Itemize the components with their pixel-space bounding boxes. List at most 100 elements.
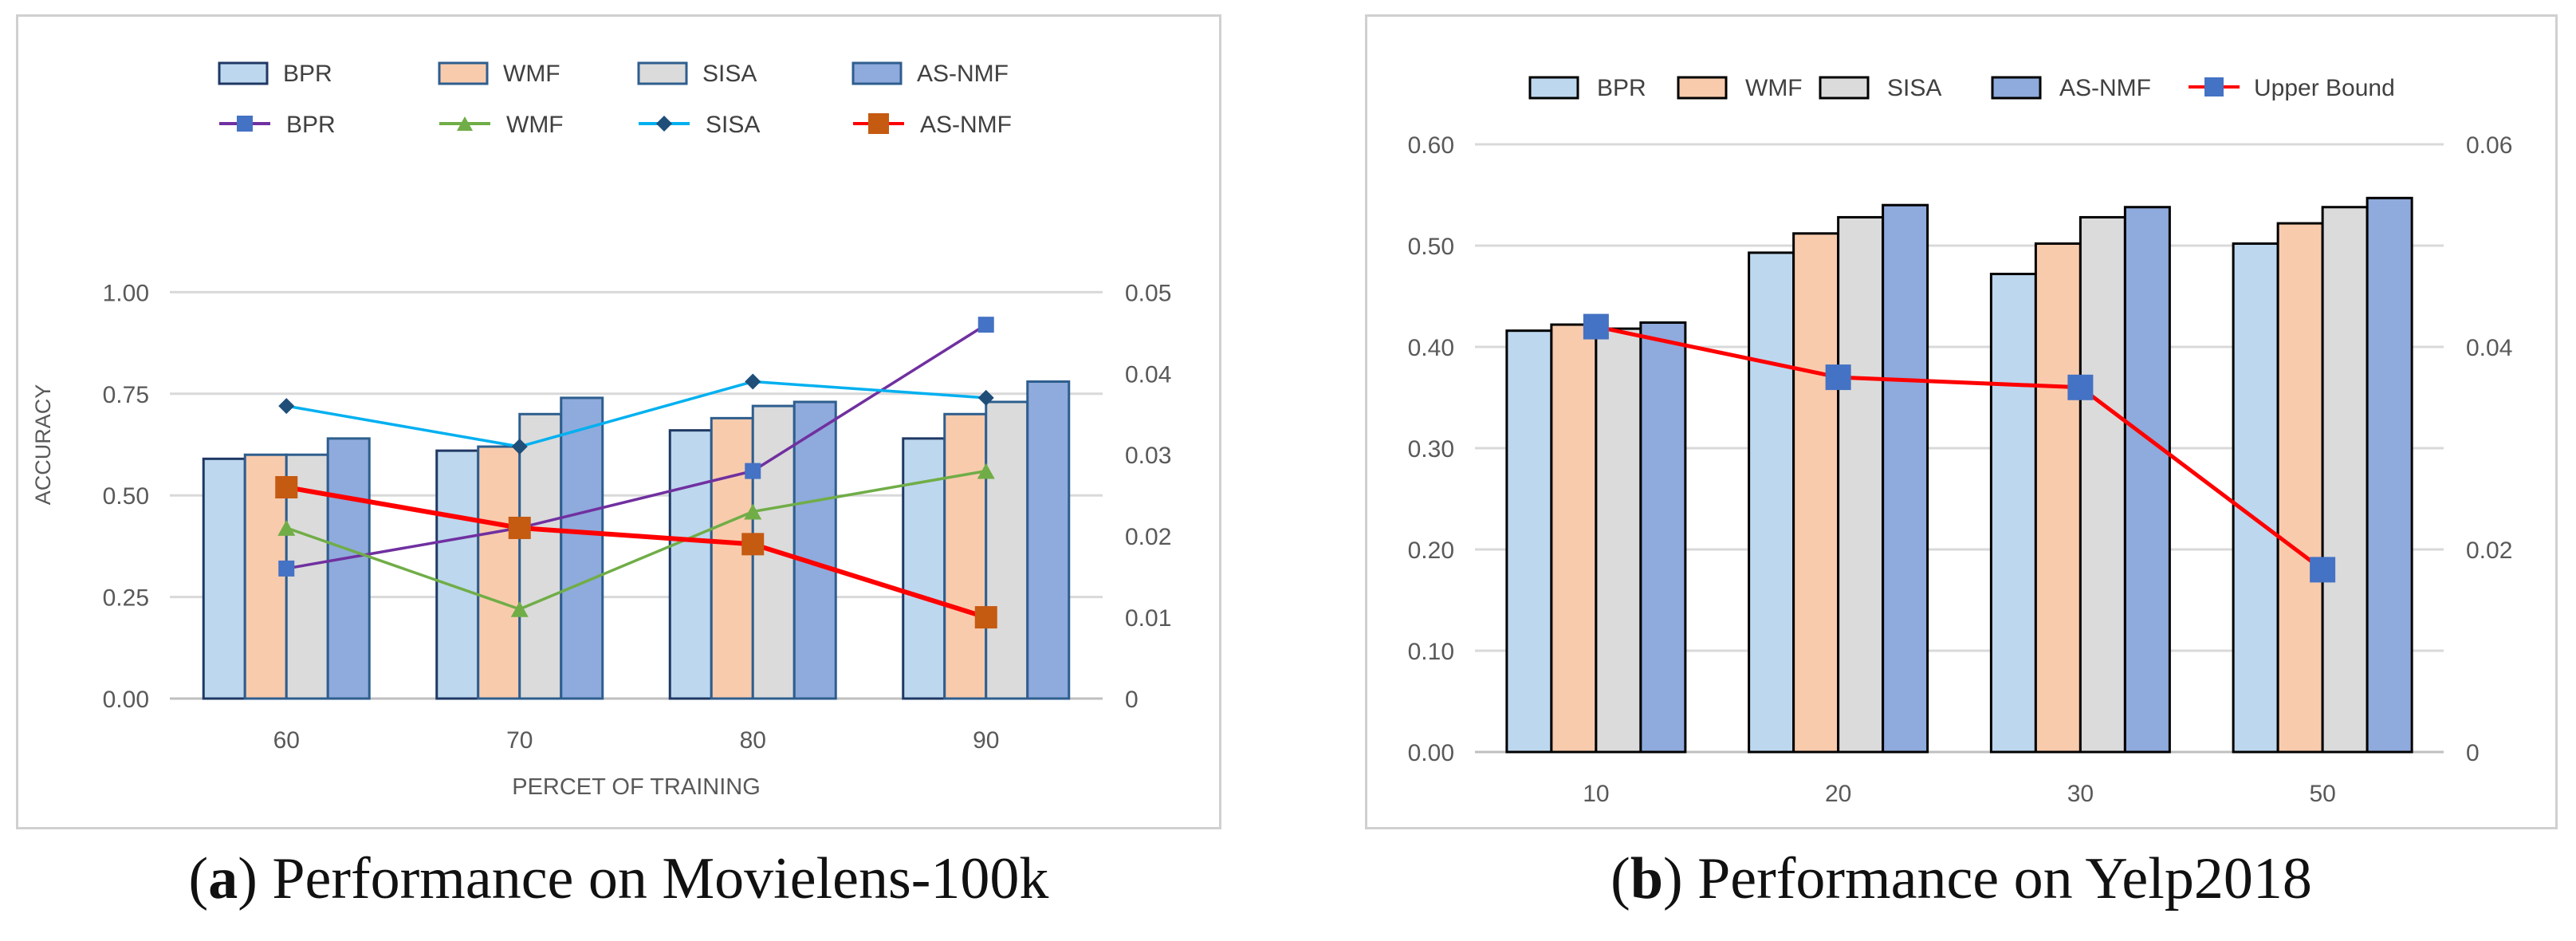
line-sisa: [285, 380, 986, 448]
caption-a: (a) Performance on Movielens-100k: [188, 846, 1049, 911]
point-as-nmf: [974, 606, 997, 629]
y2-tick-label: 0.04: [2466, 335, 2512, 361]
bar-wmf: [2276, 222, 2324, 754]
point-sisa: [745, 373, 761, 390]
bar-sisa: [2078, 215, 2126, 754]
legend-label: SISA: [1887, 75, 1941, 101]
caption-b: (b) Performance on Yelp2018: [1610, 846, 2312, 911]
y-tick-label: 0.50: [1408, 234, 1454, 260]
point-bpr: [278, 560, 295, 577]
legend-label: WMF: [506, 112, 564, 138]
point-wmf: [744, 503, 762, 520]
legend-label: WMF: [1745, 75, 1803, 101]
y-tick-label: 0.60: [1408, 132, 1454, 159]
bar-wmf: [477, 445, 521, 700]
y-tick-label: 0.75: [103, 382, 149, 408]
chart-panel-movielens: 0.00 0.25 0.50 0.75 1.00 0 0.01 0.02 0.03 0.04 0.0…: [16, 14, 1221, 829]
caption-a-letter: a: [208, 846, 238, 911]
bar-sisa: [1595, 327, 1642, 754]
legend-swatch: [637, 61, 688, 85]
x-tick-label: 80: [740, 727, 766, 754]
line-upper bound: [1595, 325, 2324, 572]
bar-as-nmf: [2123, 206, 2171, 754]
chart-panel-yelp: 0.00 0.10 0.20 0.30 0.40 0.50 0.60 0 0.02 0.04 0.0…: [1365, 14, 2558, 829]
bar-wmf: [1792, 232, 1840, 754]
legend-swatch: [851, 61, 903, 85]
y2-tick-label: 0.06: [2466, 132, 2512, 159]
legend-label: WMF: [503, 61, 560, 87]
x-tick-label: 70: [506, 727, 533, 754]
bar-sisa: [518, 412, 563, 700]
point-bpr: [977, 317, 994, 333]
x-tick-label: 90: [973, 727, 999, 754]
bar-as-nmf: [560, 396, 604, 700]
legend-label: SISA: [706, 112, 760, 138]
caption-a-text: Performance on Movielens-100k: [272, 846, 1049, 911]
point-upper bound: [1825, 364, 1851, 391]
legend-label: Upper Bound: [2254, 75, 2395, 101]
y-tick-label: 0.20: [1408, 537, 1454, 564]
point-as-nmf: [275, 476, 298, 499]
bar-as-nmf: [2366, 196, 2413, 754]
y2-tick-label: 0: [1125, 687, 1139, 713]
legend-marker: [656, 116, 672, 132]
bar-as-nmf: [792, 400, 837, 700]
bar-bpr: [435, 449, 480, 700]
bar-bpr: [2232, 242, 2279, 754]
y2-tick-label: 0.03: [1125, 443, 1171, 469]
legend-swatch: [438, 61, 489, 85]
y-tick-label: 0.30: [1408, 436, 1454, 463]
legend-marker: [2204, 77, 2224, 96]
legend-label: AS-NMF: [920, 112, 1012, 138]
point-wmf: [277, 520, 296, 536]
point-wmf: [977, 463, 995, 479]
bar-sisa: [1837, 215, 1885, 754]
x-tick-label: 30: [2067, 781, 2094, 807]
bar-as-nmf: [1882, 203, 1929, 754]
line-bpr: [285, 323, 987, 570]
legend-label: BPR: [1597, 75, 1646, 101]
bar-bpr: [668, 429, 713, 700]
y2-tick-label: 0: [2466, 740, 2480, 766]
point-upper bound: [2310, 557, 2336, 583]
point-sisa: [278, 398, 295, 415]
y2-tick-label: 0.02: [2466, 537, 2512, 564]
x-axis-title: PERCET OF TRAINING: [512, 774, 761, 800]
x-tick-label: 10: [1583, 781, 1609, 807]
y-tick-label: 0.50: [103, 483, 149, 510]
legend-marker: [868, 113, 889, 134]
bar-bpr: [1505, 329, 1553, 754]
chart-a-svg: 0.00 0.25 0.50 0.75 1.00 0 0.01 0.02 0.03 0.04 0.0…: [31, 61, 1171, 800]
bar-wmf: [943, 412, 988, 700]
point-sisa: [511, 439, 528, 455]
y2-tick-label: 0.01: [1125, 605, 1171, 632]
bar-bpr: [202, 457, 246, 700]
legend-marker: [237, 116, 253, 132]
y2-tick-label: 0.04: [1125, 361, 1171, 388]
legend-label: SISA: [702, 61, 757, 87]
bar-sisa: [985, 400, 1029, 700]
legend-swatch: [1991, 76, 2042, 100]
legend-swatch: [218, 61, 269, 85]
chart-b-svg: 0.00 0.10 0.20 0.30 0.40 0.50 0.60 0 0.02 0.04 0.0…: [1408, 75, 2513, 807]
legend-label: AS-NMF: [2059, 75, 2151, 101]
bar-as-nmf: [1026, 380, 1071, 700]
legend-marker: [457, 116, 473, 131]
y-axis-title: ACCURACY: [31, 384, 55, 506]
x-tick-label: 60: [273, 727, 300, 754]
y-tick-label: 1.00: [103, 280, 149, 306]
y-tick-label: 0.10: [1408, 639, 1454, 665]
bar-wmf: [710, 416, 754, 700]
legend-swatch: [1677, 76, 1728, 100]
point-wmf: [510, 600, 529, 617]
legend-swatch: [1819, 76, 1870, 100]
line-as-nmf: [285, 485, 987, 620]
x-tick-label: 20: [1825, 781, 1851, 807]
point-upper bound: [1583, 313, 1609, 340]
legend-label: AS-NMF: [917, 61, 1009, 87]
y-tick-label: 0.40: [1408, 335, 1454, 361]
point-as-nmf: [508, 516, 531, 539]
legend-label: BPR: [286, 112, 336, 138]
bar-bpr: [1989, 273, 2037, 754]
caption-b-letter: b: [1630, 846, 1663, 911]
